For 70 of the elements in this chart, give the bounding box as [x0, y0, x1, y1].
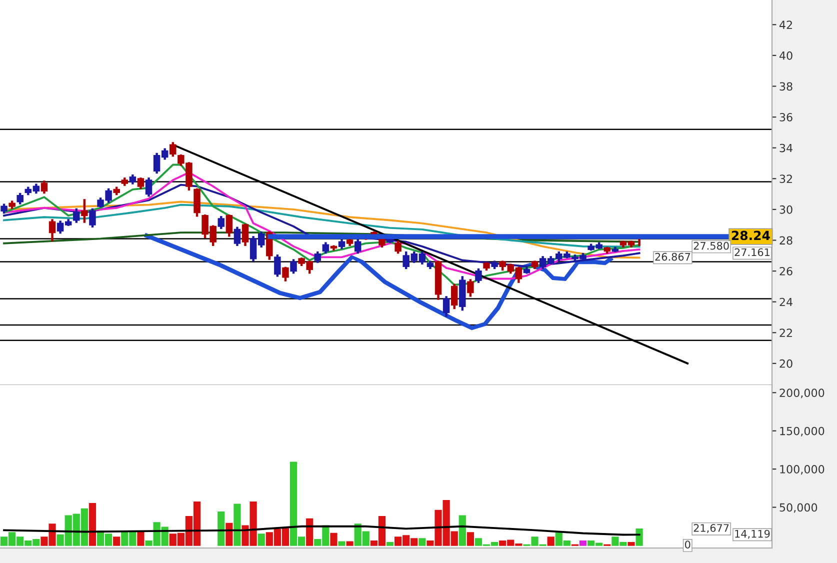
- candlestick: [282, 266, 289, 282]
- candlestick: [330, 245, 338, 251]
- annotation: 14,119: [735, 530, 770, 539]
- y-tick-label: 100,000: [780, 465, 824, 475]
- y-tick-label: 38: [780, 82, 792, 91]
- annotation: 27.161: [734, 248, 770, 256]
- bar: [306, 518, 314, 546]
- candlestick: [40, 180, 48, 194]
- y-tick-label: 32: [780, 174, 792, 184]
- candlestick: [612, 246, 619, 252]
- candlestick: [170, 142, 176, 157]
- candlestick: [137, 178, 144, 189]
- candlestick: [16, 192, 24, 204]
- candlestick: [242, 224, 249, 246]
- y-tick-label: 50,000: [780, 503, 818, 513]
- y-tick-label: 34: [780, 144, 792, 152]
- annotation: 21,677: [694, 524, 729, 533]
- candlestick: [475, 268, 482, 283]
- annotation: 0: [685, 540, 690, 548]
- candlestick: [322, 242, 330, 254]
- candlestick: [194, 188, 200, 217]
- y-tick-label: 40: [779, 51, 792, 60]
- candlestick: [48, 219, 56, 242]
- bar: [330, 532, 338, 546]
- ref-line-label: 28.24: [732, 230, 770, 240]
- bar: [88, 503, 96, 546]
- annotation: 26.867: [655, 252, 690, 261]
- line-series: [3, 525, 640, 536]
- bar: [218, 511, 225, 546]
- y-tick-label: 22: [780, 328, 792, 337]
- bar: [137, 530, 144, 546]
- candlestick: [394, 240, 402, 254]
- y-tick-label: 36: [780, 113, 792, 122]
- y-tick-label: 26: [780, 267, 792, 276]
- candlestick: [145, 178, 152, 197]
- y-tick-label: 200,000: [780, 388, 824, 398]
- y-tick-label: 28: [780, 236, 792, 245]
- bar: [386, 542, 394, 546]
- candlestick: [442, 296, 450, 317]
- line-series: [3, 204, 640, 248]
- bar: [579, 540, 587, 546]
- candlestick: [73, 208, 80, 223]
- bar: [547, 536, 554, 546]
- bar: [628, 542, 635, 546]
- candlestick: [89, 208, 96, 228]
- y-tick-label: 24: [780, 298, 792, 306]
- y-tick-label: 150,000: [780, 426, 824, 436]
- candlestick: [314, 251, 322, 263]
- bar: [113, 536, 120, 546]
- bar: [338, 541, 346, 546]
- bar: [226, 522, 233, 546]
- candlestick: [226, 214, 233, 237]
- candlestick: [354, 239, 362, 254]
- bar: [234, 504, 241, 546]
- bar: [258, 534, 265, 546]
- y-tick-label: 42: [779, 20, 792, 29]
- y-tick-label: 20: [780, 359, 792, 368]
- bar: [466, 532, 474, 546]
- y-tick-label: 30: [780, 205, 792, 214]
- annotation: 27.580: [694, 242, 729, 250]
- candlestick: [290, 259, 297, 274]
- candlestick: [274, 254, 281, 277]
- candlestick: [81, 199, 88, 223]
- candlestick: [234, 226, 241, 246]
- candlestick: [467, 279, 474, 297]
- candlestick: [450, 284, 458, 310]
- bar: [418, 538, 426, 546]
- bar: [458, 515, 466, 546]
- candlestick: [218, 216, 225, 230]
- bar: [346, 541, 354, 546]
